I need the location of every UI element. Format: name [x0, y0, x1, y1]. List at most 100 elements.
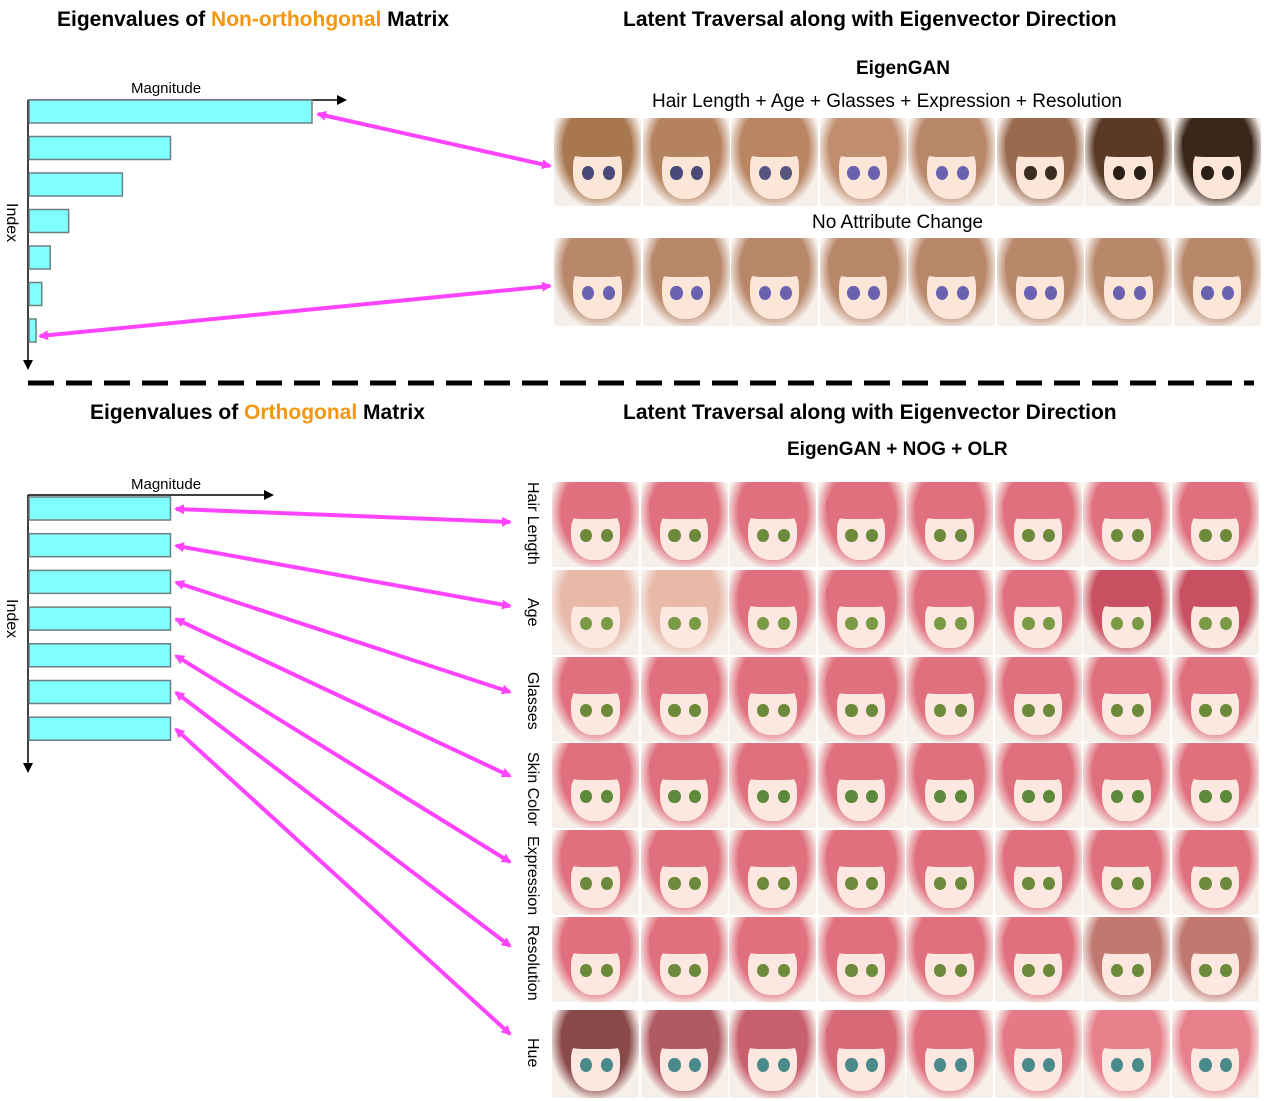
- bottom-model-name: EigenGAN + NOG + OLR: [787, 439, 1008, 460]
- bottom-row5-face-3: [729, 830, 816, 915]
- bottom-bar-7: [28, 716, 172, 741]
- arrow-bottom-5: [174, 654, 512, 864]
- bottom-row7-face-7: [1083, 1010, 1170, 1098]
- top-bars: [28, 99, 313, 343]
- top-bar-4: [28, 208, 70, 234]
- bottom-row2-face-8: [1171, 570, 1259, 655]
- top-bar-3: [28, 172, 124, 197]
- bottom-chart-axes: [23, 490, 274, 773]
- bottom-row3-face-3: [729, 657, 816, 742]
- bottom-row5-face-1: [552, 830, 639, 915]
- bottom-row7-face-1: [552, 1010, 639, 1098]
- bottom-row3-face-1: [552, 657, 639, 742]
- bottom-row7-face-3: [729, 1010, 816, 1098]
- bottom-row4-face-2: [640, 743, 728, 828]
- bottom-row3-face-4: [817, 657, 905, 742]
- arrow-bottom-7: [174, 727, 512, 1036]
- bottom-row7-face-2: [640, 1010, 728, 1098]
- bottom-row2-face-5: [906, 570, 993, 655]
- bottom-row1-face-2: [640, 482, 728, 567]
- bottom-row5-face-2: [640, 830, 728, 915]
- bottom-row4-face-5: [906, 743, 993, 828]
- arrow-top-first: [316, 110, 552, 170]
- bottom-row5-face-6: [994, 830, 1082, 915]
- bottom-bar-1: [28, 496, 172, 521]
- top-row1-face-7: [1085, 118, 1172, 206]
- top-model-name: EigenGAN: [856, 58, 950, 79]
- bottom-row5-face-7: [1083, 830, 1170, 915]
- top-row2-face-7: [1085, 238, 1172, 326]
- top-right-title: Latent Traversal along with Eigenvector …: [623, 8, 1117, 31]
- bottom-row7-face-5: [906, 1010, 993, 1098]
- arrow-bottom-1: [174, 504, 512, 527]
- top-row1-face-6: [996, 118, 1084, 206]
- bottom-row7-face-6: [994, 1010, 1082, 1098]
- bottom-row6-face-4: [817, 917, 905, 1002]
- bottom-bar-5: [28, 643, 172, 668]
- arrows: [38, 110, 552, 1036]
- bottom-row7-face-4: [817, 1010, 905, 1098]
- row2-caption: No Attribute Change: [812, 212, 984, 233]
- bottom-row6-face-8: [1171, 917, 1259, 1002]
- bottom-row5-face-8: [1171, 830, 1259, 915]
- top-row1-face-4: [819, 118, 907, 206]
- bottom-row6-face-6: [994, 917, 1082, 1002]
- top-row2-face-6: [996, 238, 1084, 326]
- bottom-row4-face-1: [552, 743, 639, 828]
- bottom-row1-face-4: [817, 482, 905, 567]
- bottom-row3-face-5: [906, 657, 993, 742]
- top-bar-6: [28, 281, 43, 307]
- bottom-row1-face-1: [552, 482, 639, 567]
- bottom-left-title: Eigenvalues of Orthogonal Matrix: [90, 401, 425, 424]
- bottom-row6-face-5: [906, 917, 993, 1002]
- top-bar-2: [28, 135, 172, 161]
- bottom-row1-face-6: [994, 482, 1082, 567]
- top-bar-7: [28, 318, 37, 343]
- arrow-top-last: [38, 281, 552, 341]
- top-row2-face-1: [554, 238, 641, 326]
- top-row2-face-5: [908, 238, 995, 326]
- bottom-row5-face-5: [906, 830, 993, 915]
- arrow-bottom-6: [174, 690, 512, 948]
- top-row1-face-1: [554, 118, 641, 206]
- bottom-row2-face-6: [994, 570, 1082, 655]
- bottom-row3-face-8: [1171, 657, 1259, 742]
- bottom-row2-face-2: [640, 570, 728, 655]
- top-row2-face-3: [731, 238, 818, 326]
- bottom-bar-2: [28, 532, 172, 558]
- bottom-right-title: Latent Traversal along with Eigenvector …: [623, 401, 1117, 424]
- top-bar-1: [28, 99, 313, 124]
- bottom-bars: [28, 496, 172, 741]
- row1-caption: Hair Length + Age + Glasses + Expression…: [652, 91, 1122, 112]
- top-bar-5: [28, 245, 51, 270]
- bottom-row6-face-1: [552, 917, 639, 1002]
- bottom-row7-face-8: [1171, 1010, 1259, 1098]
- bottom-row4-face-8: [1171, 743, 1259, 828]
- top-row1-face-3: [731, 118, 818, 206]
- bottom-row6-face-3: [729, 917, 816, 1002]
- top-row1-face-8: [1173, 118, 1261, 206]
- bottom-row2-face-3: [729, 570, 816, 655]
- bottom-row2-face-7: [1083, 570, 1170, 655]
- bottom-row2-face-1: [552, 570, 639, 655]
- top-axis-x-label: Magnitude: [131, 80, 202, 97]
- top-row1-face-2: [642, 118, 730, 206]
- bottom-row1-face-7: [1083, 482, 1170, 567]
- bottom-row3-face-2: [640, 657, 728, 742]
- bottom-row3-face-6: [994, 657, 1082, 742]
- arrow-bottom-4: [174, 617, 512, 778]
- bottom-row6-face-7: [1083, 917, 1170, 1002]
- bottom-row1-face-5: [906, 482, 993, 567]
- top-row2-face-8: [1173, 238, 1261, 326]
- bottom-row4-face-6: [994, 743, 1082, 828]
- bottom-row4-face-3: [729, 743, 816, 828]
- bottom-row1-face-3: [729, 482, 816, 567]
- bottom-row6-face-2: [640, 917, 728, 1002]
- bottom-row5-face-4: [817, 830, 905, 915]
- bottom-bar-6: [28, 679, 172, 705]
- top-row2-face-2: [642, 238, 730, 326]
- bottom-bar-4: [28, 606, 172, 631]
- bottom-row4-face-7: [1083, 743, 1170, 828]
- top-left-title: Eigenvalues of Non-orthohgonal Matrix: [57, 8, 450, 31]
